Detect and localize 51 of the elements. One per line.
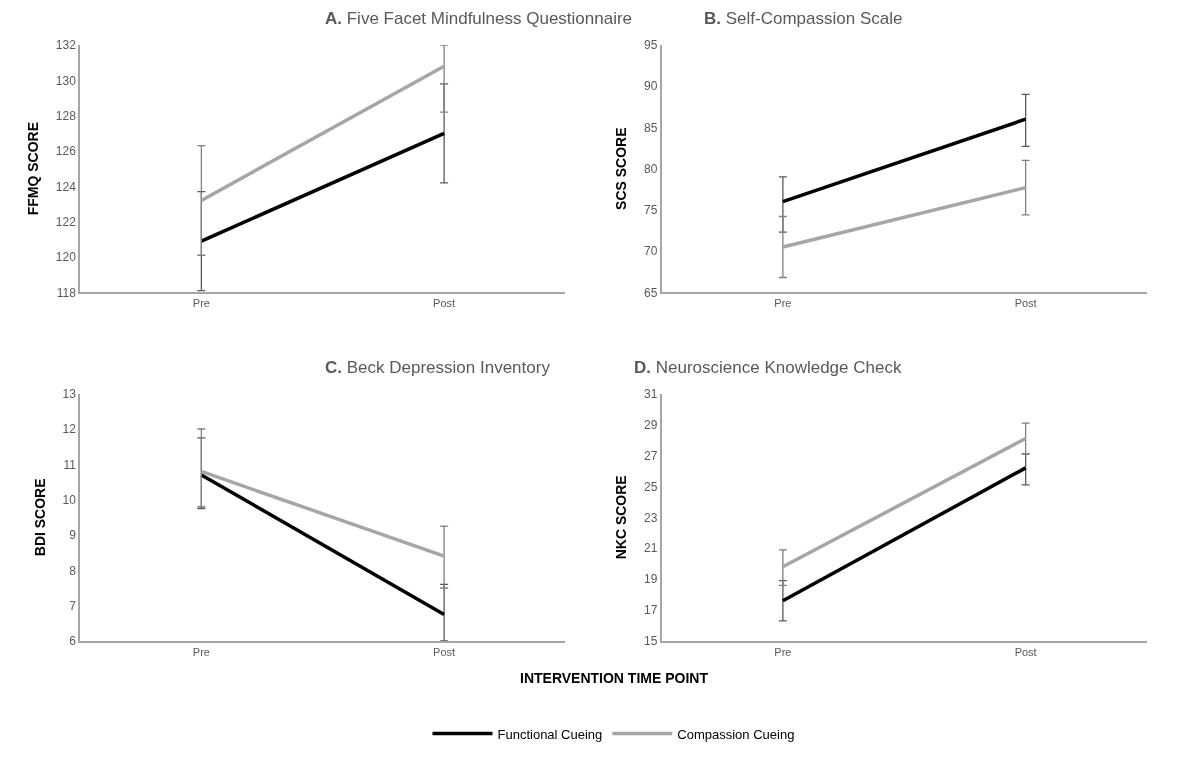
y-tick-label: 65 bbox=[644, 285, 658, 300]
legend-label: Compassion Cueing bbox=[677, 726, 795, 742]
y-tick-label: 8 bbox=[69, 563, 77, 578]
y-tick-label: 11 bbox=[63, 457, 77, 472]
legend-label: Functional Cueing bbox=[497, 726, 603, 742]
x-tick-label: Pre bbox=[774, 297, 792, 310]
y-tick-label: 27 bbox=[644, 448, 658, 463]
y-tick-label: 21 bbox=[644, 541, 658, 556]
y-tick-label: 126 bbox=[55, 144, 77, 159]
chart-title: D. Neuroscience Knowledge Check bbox=[634, 358, 902, 377]
x-tick-label: Post bbox=[1014, 297, 1037, 310]
y-tick-label: 15 bbox=[644, 634, 658, 649]
x-tick-label: Pre bbox=[774, 645, 792, 658]
y-axis-title: BDI SCORE bbox=[31, 478, 48, 557]
y-tick-label: 122 bbox=[55, 214, 77, 229]
y-tick-label: 6 bbox=[69, 634, 77, 649]
y-tick-label: 13 bbox=[62, 386, 77, 401]
y-tick-label: 19 bbox=[644, 572, 658, 587]
y-tick-label: 12 bbox=[62, 422, 77, 437]
y-tick-label: 130 bbox=[55, 73, 77, 88]
y-tick-label: 7 bbox=[69, 598, 77, 613]
x-tick-label: Post bbox=[433, 645, 456, 658]
y-tick-label: 29 bbox=[644, 417, 658, 432]
y-tick-label: 31 bbox=[644, 386, 658, 401]
chart-title: A. Five Facet Mindfulness Questionnaire bbox=[325, 9, 633, 28]
x-tick-label: Post bbox=[433, 297, 456, 310]
y-tick-label: 120 bbox=[55, 250, 77, 265]
y-tick-label: 25 bbox=[644, 479, 658, 494]
x-tick-label: Pre bbox=[192, 645, 210, 658]
y-axis-title: SCS SCORE bbox=[613, 127, 630, 210]
y-tick-label: 9 bbox=[69, 528, 77, 543]
y-tick-label: 80 bbox=[644, 161, 658, 176]
y-tick-label: 75 bbox=[644, 203, 658, 218]
y-tick-label: 70 bbox=[644, 244, 658, 259]
x-axis-title: INTERVENTION TIME POINT bbox=[520, 670, 709, 686]
y-tick-label: 132 bbox=[55, 38, 77, 53]
y-tick-label: 128 bbox=[55, 108, 77, 123]
y-tick-label: 90 bbox=[644, 79, 658, 94]
y-tick-label: 23 bbox=[644, 510, 658, 525]
y-tick-label: 118 bbox=[56, 285, 77, 300]
y-tick-label: 17 bbox=[644, 603, 658, 618]
chart-title: B. Self-Compassion Scale bbox=[704, 9, 903, 28]
y-tick-label: 95 bbox=[644, 38, 658, 53]
x-tick-label: Pre bbox=[192, 297, 210, 310]
chart-title: C. Beck Depression Inventory bbox=[325, 358, 551, 377]
y-tick-label: 10 bbox=[62, 492, 77, 507]
x-tick-label: Post bbox=[1014, 645, 1037, 658]
y-tick-label: 124 bbox=[55, 179, 77, 194]
y-axis-title: FFMQ SCORE bbox=[24, 122, 41, 216]
y-axis-title: NKC SCORE bbox=[613, 475, 630, 560]
y-tick-label: 85 bbox=[644, 120, 658, 135]
